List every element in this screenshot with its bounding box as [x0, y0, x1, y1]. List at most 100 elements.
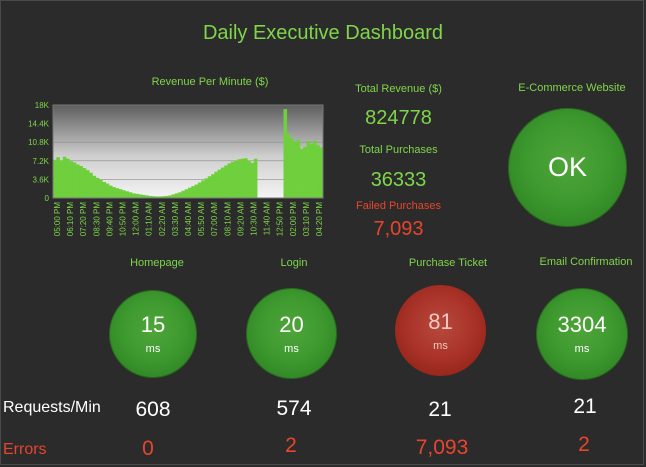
- revenue-bar: [296, 139, 301, 198]
- x-tick-label: 03:30 AM: [171, 202, 180, 236]
- x-tick-label: 02:20 AM: [158, 202, 167, 236]
- email-confirmation-label: Email Confirmation: [539, 256, 633, 268]
- revenue-bar: [125, 191, 130, 198]
- revenue-bar: [319, 147, 324, 198]
- homepage-label: Homepage: [130, 257, 184, 269]
- email-confirmation-ms-unit: ms: [574, 343, 590, 355]
- revenue-bar: [164, 195, 169, 198]
- website-status-text: OK: [547, 152, 587, 182]
- x-tick-label: 04:20 PM: [315, 202, 324, 237]
- failed-purchases-label: Failed Purchases: [356, 200, 441, 212]
- revenue-bar: [112, 187, 116, 198]
- revenue-bar: [155, 196, 159, 198]
- revenue-bar: [211, 174, 215, 198]
- x-tick-label: 09:40 PM: [105, 202, 114, 237]
- revenue-bar: [283, 109, 288, 198]
- login-orb[interactable]: 20 ms: [246, 288, 337, 379]
- revenue-bar: [161, 196, 166, 198]
- purchase-ticket-requests: 21: [428, 398, 452, 421]
- revenue-bar: [217, 169, 222, 198]
- x-tick-label: 01:10 AM: [145, 202, 154, 236]
- purchase-ticket-orb[interactable]: 81 ms: [395, 285, 486, 376]
- purchase-ticket-ms-unit: ms: [433, 339, 448, 352]
- revenue-bar: [230, 161, 235, 198]
- x-tick-label: 05:00 PM: [53, 202, 62, 237]
- revenue-bar: [181, 190, 186, 198]
- revenue-bar: [306, 141, 311, 198]
- website-label: E-Commerce Website: [518, 82, 626, 94]
- revenue-bar: [158, 196, 162, 198]
- revenue-bar: [220, 167, 225, 198]
- revenue-bar: [178, 192, 182, 198]
- total-revenue-label: Total Revenue ($): [355, 83, 442, 95]
- email-confirmation-orb[interactable]: 3304 ms: [536, 288, 628, 380]
- login-ms-unit: ms: [284, 342, 299, 355]
- revenue-bar: [89, 172, 93, 198]
- purchase-ticket-ms-value: 81: [428, 308, 453, 334]
- revenue-bar: [237, 159, 241, 198]
- revenue-bar: [62, 156, 67, 198]
- y-tick-label: 18K: [35, 101, 50, 110]
- x-tick-label: 04:40 AM: [184, 202, 193, 236]
- revenue-bar: [204, 178, 209, 198]
- revenue-bar: [227, 163, 232, 198]
- login-label: Login: [280, 257, 308, 269]
- revenue-bar: [115, 188, 120, 198]
- homepage-orb[interactable]: 15 ms: [109, 290, 197, 378]
- revenue-bar: [72, 162, 77, 198]
- revenue-bar: [85, 170, 90, 198]
- y-tick-label: 7.2K: [33, 157, 50, 166]
- revenue-bar: [141, 194, 146, 198]
- revenue-bar: [194, 184, 199, 198]
- revenue-bar: [79, 165, 83, 198]
- revenue-bar: [290, 138, 294, 198]
- revenue-bar: [253, 158, 258, 198]
- purchase-ticket-errors: 7,093: [415, 436, 469, 459]
- revenue-bar: [99, 179, 103, 198]
- login-errors: 2: [285, 434, 297, 457]
- dashboard-title: Daily Executive Dashboard: [202, 22, 444, 44]
- revenue-bar: [309, 143, 314, 198]
- revenue-bar: [313, 140, 317, 198]
- email-confirmation-requests: 21: [573, 395, 597, 418]
- revenue-bar: [188, 187, 192, 198]
- website-status-orb[interactable]: OK: [508, 108, 627, 227]
- y-tick-label: 14.4K: [28, 120, 50, 129]
- revenue-chart: 0 3.6K 7.2K 10.8K 14.4K 18K 05:00 PM 06:10 PM 0…: [28, 101, 324, 237]
- requests-row-label: Requests/Min: [3, 399, 101, 416]
- revenue-bar: [145, 195, 149, 198]
- revenue-bar: [299, 148, 304, 198]
- homepage-errors: 0: [142, 437, 154, 460]
- revenue-bar: [247, 160, 251, 198]
- revenue-bar: [201, 180, 205, 198]
- revenue-bar: [240, 158, 245, 198]
- purchase-ticket-label: Purchase Ticket: [408, 257, 488, 269]
- revenue-bar: [95, 177, 100, 198]
- total-purchases-label: Total Purchases: [359, 144, 438, 156]
- revenue-bar: [303, 146, 307, 198]
- homepage-ms-unit: ms: [145, 343, 161, 355]
- revenue-bar: [122, 190, 126, 198]
- revenue-bar: [151, 196, 156, 198]
- revenue-bar: [118, 189, 123, 198]
- revenue-bar: [138, 194, 143, 198]
- x-tick-label: 10:30 AM: [250, 202, 259, 236]
- revenue-bar: [128, 192, 133, 198]
- revenue-bar: [59, 160, 64, 198]
- revenue-bar: [250, 162, 255, 198]
- revenue-bar: [148, 195, 153, 198]
- revenue-bar: [234, 160, 238, 198]
- y-tick-label: 10.8K: [28, 138, 50, 147]
- revenue-bar: [56, 157, 60, 198]
- revenue-bar: [76, 164, 80, 198]
- revenue-bar: [197, 182, 202, 198]
- email-confirmation-errors: 2: [578, 433, 590, 456]
- revenue-bar: [224, 165, 228, 198]
- login-ms-value: 20: [279, 311, 304, 337]
- revenue-bar: [105, 183, 110, 198]
- errors-row-label: Errors: [3, 441, 47, 458]
- revenue-bar: [207, 176, 212, 198]
- x-tick-label: 07:20 PM: [79, 202, 88, 237]
- revenue-bar: [171, 194, 176, 198]
